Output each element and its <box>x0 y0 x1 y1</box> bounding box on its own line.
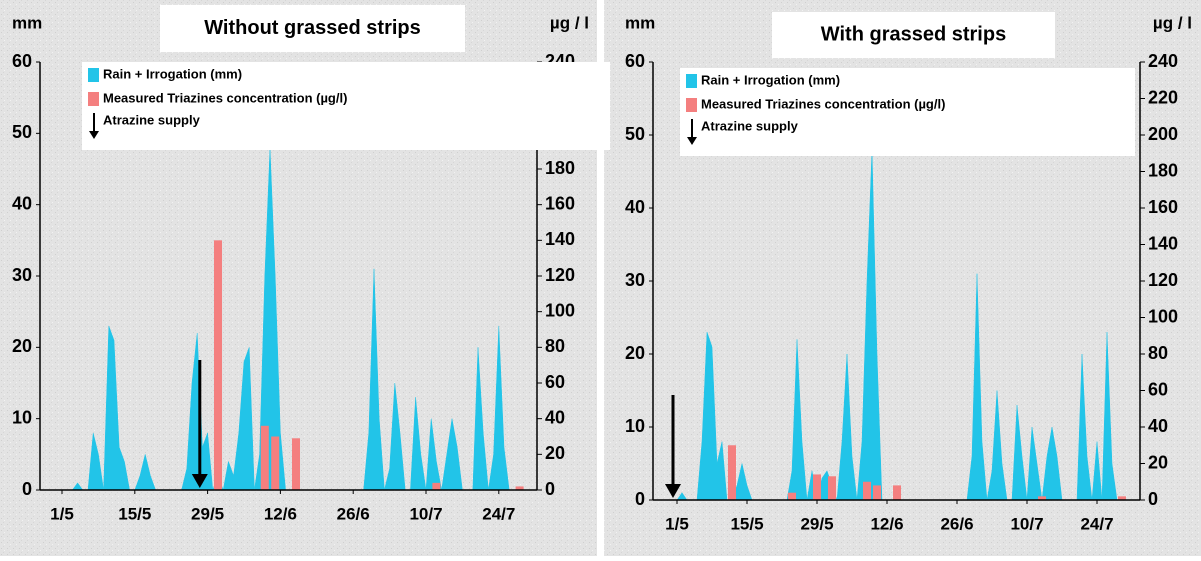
y-tick-label: 60 <box>625 51 645 71</box>
x-tick-label: 15/5 <box>730 514 763 533</box>
chart-title: Without grassed strips <box>204 17 421 39</box>
concentration-bar <box>1118 496 1126 500</box>
x-tick-label: 1/5 <box>50 504 74 523</box>
legend-annotation: Atrazine supply <box>701 118 799 133</box>
y-tick-label: 50 <box>625 124 645 144</box>
y2-tick-label: 220 <box>1148 87 1178 107</box>
y-tick-label: 10 <box>12 407 32 427</box>
x-tick-label: 26/6 <box>337 504 370 523</box>
x-tick-label: 10/7 <box>1010 514 1043 533</box>
y2-tick-label: 180 <box>545 158 575 178</box>
y-tick-label: 40 <box>625 197 645 217</box>
concentration-bar <box>893 485 901 500</box>
concentration-bar <box>728 445 736 500</box>
atrazine-arrowhead <box>191 474 208 488</box>
y-tick-label: 0 <box>22 479 32 499</box>
y-tick-label: 20 <box>625 343 645 363</box>
y2-tick-label: 160 <box>545 193 575 213</box>
legend-swatch <box>686 74 697 88</box>
y-tick-label: 0 <box>635 489 645 509</box>
x-tick-label: 29/5 <box>191 504 224 523</box>
y-tick-label: 30 <box>625 270 645 290</box>
chart-title: With grassed strips <box>821 23 1006 45</box>
x-tick-label: 29/5 <box>800 514 833 533</box>
y2-tick-label: 240 <box>1148 51 1178 71</box>
y2-tick-label: 60 <box>545 372 565 392</box>
x-tick-label: 10/7 <box>409 504 442 523</box>
y2-tick-label: 200 <box>1148 124 1178 144</box>
legend-label: Measured Triazines concentration (µg/l) <box>701 96 945 111</box>
y-tick-label: 50 <box>12 122 32 142</box>
y-axis-label: mm <box>625 13 655 32</box>
y-tick-label: 20 <box>12 336 32 356</box>
y2-tick-label: 60 <box>1148 379 1168 399</box>
y2-tick-label: 180 <box>1148 160 1178 180</box>
legend-swatch <box>88 92 99 106</box>
y2-tick-label: 140 <box>1148 233 1178 253</box>
concentration-bar <box>813 474 821 500</box>
x-tick-label: 15/5 <box>118 504 151 523</box>
y2-tick-label: 120 <box>545 265 575 285</box>
legend-box <box>680 68 1135 156</box>
title-box <box>772 12 1055 58</box>
legend-box <box>82 62 610 150</box>
x-tick-label: 12/6 <box>870 514 903 533</box>
y2-tick-label: 80 <box>545 336 565 356</box>
concentration-bar <box>515 486 524 490</box>
legend-swatch <box>686 98 697 112</box>
concentration-bar <box>214 240 222 490</box>
concentration-bar <box>432 482 441 490</box>
x-tick-label: 12/6 <box>264 504 297 523</box>
x-tick-label: 26/6 <box>940 514 973 533</box>
y-tick-label: 40 <box>12 193 32 213</box>
concentration-bar <box>260 425 269 490</box>
y2-tick-label: 40 <box>545 407 565 427</box>
title-box <box>160 5 465 52</box>
y2-tick-label: 120 <box>1148 270 1178 290</box>
y-tick-label: 60 <box>12 51 32 71</box>
y2-tick-label: 20 <box>1148 452 1168 472</box>
legend-arrowhead <box>687 137 697 145</box>
legend-arrowhead <box>89 131 99 139</box>
y-axis-label: mm <box>12 13 42 32</box>
concentration-bar <box>1038 496 1046 500</box>
y2-tick-label: 40 <box>1148 416 1168 436</box>
y2-tick-label: 0 <box>1148 489 1158 509</box>
x-tick-label: 1/5 <box>665 514 689 533</box>
y2-tick-label: 20 <box>545 443 565 463</box>
y2-tick-label: 100 <box>545 300 575 320</box>
x-tick-label: 24/7 <box>482 504 515 523</box>
y2-tick-label: 100 <box>1148 306 1178 326</box>
y-tick-label: 30 <box>12 265 32 285</box>
y2-tick-label: 0 <box>545 479 555 499</box>
concentration-bar <box>292 438 300 490</box>
y2-axis-label: µg / l <box>1153 13 1192 32</box>
y2-axis-label: µg / l <box>550 13 589 32</box>
concentration-bar <box>828 476 836 500</box>
legend-label: Rain + Irrogation (mm) <box>701 72 840 87</box>
x-tick-label: 24/7 <box>1080 514 1113 533</box>
concentration-bar <box>863 481 871 500</box>
y-tick-label: 10 <box>625 416 645 436</box>
y2-tick-label: 80 <box>1148 343 1168 363</box>
y2-tick-label: 160 <box>1148 197 1178 217</box>
concentration-bar <box>873 485 881 500</box>
legend-label: Measured Triazines concentration (µg/l) <box>103 90 347 105</box>
legend-label: Rain + Irrogation (mm) <box>103 66 242 81</box>
y2-tick-label: 140 <box>545 229 575 249</box>
concentration-bar <box>271 436 280 490</box>
legend-swatch <box>88 68 99 82</box>
concentration-bar <box>788 492 796 500</box>
legend-annotation: Atrazine supply <box>103 112 201 127</box>
atrazine-arrowhead <box>665 484 681 498</box>
